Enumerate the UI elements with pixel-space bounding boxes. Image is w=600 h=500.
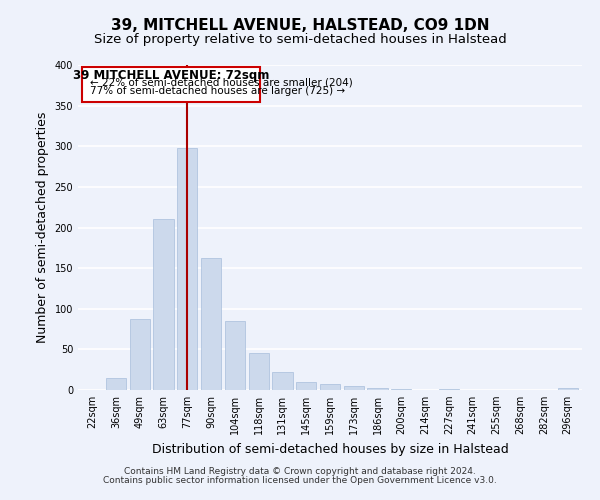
Text: ← 22% of semi-detached houses are smaller (204): ← 22% of semi-detached houses are smalle… <box>90 77 353 87</box>
Text: 39, MITCHELL AVENUE, HALSTEAD, CO9 1DN: 39, MITCHELL AVENUE, HALSTEAD, CO9 1DN <box>111 18 489 32</box>
Bar <box>296 382 316 390</box>
Bar <box>344 386 364 390</box>
Bar <box>225 321 245 390</box>
Text: Contains public sector information licensed under the Open Government Licence v3: Contains public sector information licen… <box>103 476 497 485</box>
Bar <box>177 148 197 390</box>
Bar <box>320 384 340 390</box>
FancyBboxPatch shape <box>82 66 260 102</box>
Bar <box>106 378 126 390</box>
Bar <box>248 354 269 390</box>
Bar <box>391 389 412 390</box>
Bar <box>154 220 173 390</box>
Bar <box>439 389 459 390</box>
Text: 77% of semi-detached houses are larger (725) →: 77% of semi-detached houses are larger (… <box>90 86 345 96</box>
Bar <box>367 388 388 390</box>
Bar <box>557 388 578 390</box>
Text: 39 MITCHELL AVENUE: 72sqm: 39 MITCHELL AVENUE: 72sqm <box>73 69 269 82</box>
Bar <box>130 320 150 390</box>
Bar <box>201 258 221 390</box>
Bar <box>272 372 293 390</box>
Y-axis label: Number of semi-detached properties: Number of semi-detached properties <box>36 112 49 343</box>
X-axis label: Distribution of semi-detached houses by size in Halstead: Distribution of semi-detached houses by … <box>152 442 508 456</box>
Text: Contains HM Land Registry data © Crown copyright and database right 2024.: Contains HM Land Registry data © Crown c… <box>124 467 476 476</box>
Text: Size of property relative to semi-detached houses in Halstead: Size of property relative to semi-detach… <box>94 32 506 46</box>
